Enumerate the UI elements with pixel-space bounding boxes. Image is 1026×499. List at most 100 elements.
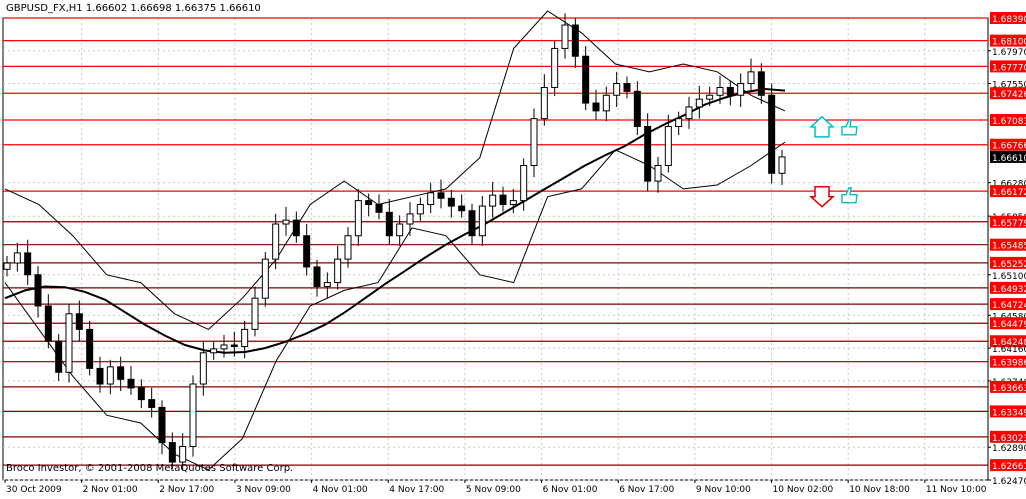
price-level-label-bg bbox=[990, 298, 1026, 311]
candle-body bbox=[55, 340, 63, 373]
candle-body bbox=[633, 90, 641, 127]
price-level-label: 1.64248 bbox=[992, 338, 1026, 348]
moving-average-line bbox=[4, 87, 786, 354]
candle-body bbox=[241, 328, 249, 348]
price-level-label-bg bbox=[990, 459, 1026, 472]
candle-body bbox=[137, 387, 145, 401]
arrow-up-icon bbox=[809, 115, 835, 138]
y-tick-label: 1.62470 bbox=[992, 477, 1026, 487]
x-tick-label: 30 Oct 2009 bbox=[6, 485, 62, 495]
plot-frame bbox=[2, 17, 989, 481]
candle-body bbox=[251, 297, 259, 330]
candle-body bbox=[509, 200, 517, 206]
price-level-label: 1.66172 bbox=[992, 188, 1026, 198]
price-level-label-bg bbox=[990, 12, 1026, 24]
price-level-label: 1.65252 bbox=[992, 260, 1026, 270]
candle-body bbox=[602, 94, 610, 112]
price-level-label: 1.64932 bbox=[992, 285, 1026, 295]
candle-body bbox=[323, 282, 331, 287]
candle-body bbox=[117, 366, 125, 380]
candle-body bbox=[468, 210, 476, 237]
price-level-label: 1.62661 bbox=[992, 462, 1026, 472]
x-tick-label: 4 Nov 17:00 bbox=[389, 485, 444, 495]
candle-body bbox=[706, 94, 714, 100]
x-tick-label: 6 Nov 01:00 bbox=[543, 485, 598, 495]
candle-body bbox=[716, 86, 724, 96]
current-price-label-bg bbox=[990, 150, 1026, 163]
arrow-down-icon bbox=[809, 185, 835, 208]
candle-body bbox=[179, 445, 187, 463]
price-level-label-bg bbox=[990, 335, 1026, 348]
candle-body bbox=[13, 252, 21, 264]
candle-body bbox=[272, 223, 280, 260]
price-level-label-bg bbox=[990, 281, 1026, 294]
candle-body bbox=[520, 164, 528, 202]
candle-body bbox=[303, 235, 311, 268]
candle-body bbox=[34, 274, 42, 307]
price-level-label: 1.64479 bbox=[992, 320, 1026, 330]
candle-body bbox=[458, 205, 466, 212]
candle-body bbox=[778, 156, 786, 174]
candle-body bbox=[437, 192, 445, 199]
price-level-label: 1.63023 bbox=[992, 434, 1026, 444]
price-level-label-bg bbox=[990, 317, 1026, 330]
price-level-label-bg bbox=[990, 87, 1026, 100]
candle-body bbox=[210, 348, 218, 354]
candle-body bbox=[75, 313, 83, 330]
candle-body bbox=[365, 200, 373, 206]
price-level-label: 1.66766 bbox=[992, 142, 1026, 152]
candle-body bbox=[168, 442, 176, 463]
candle-body bbox=[344, 235, 352, 260]
x-tick-label: 4 Nov 01:00 bbox=[313, 485, 368, 495]
candle-body bbox=[65, 313, 73, 373]
x-tick-label: 11 Nov 10:00 bbox=[926, 485, 987, 495]
candle-body bbox=[158, 406, 166, 444]
price-level-label: 1.68390 bbox=[992, 15, 1026, 25]
candle-body bbox=[354, 200, 362, 237]
price-level-label-bg bbox=[990, 113, 1026, 126]
candle-body bbox=[747, 71, 755, 85]
y-tick-label: 1.66280 bbox=[992, 180, 1026, 190]
y-tick-label: 1.62890 bbox=[992, 444, 1026, 454]
candle-body bbox=[540, 86, 548, 120]
x-tick-label: 9 Nov 10:00 bbox=[696, 485, 751, 495]
candle-body bbox=[282, 219, 290, 225]
candle-body bbox=[220, 344, 228, 350]
candle-body bbox=[148, 399, 156, 408]
candle-body bbox=[530, 118, 538, 166]
candle-body bbox=[292, 219, 300, 237]
candle-body bbox=[416, 204, 424, 215]
x-tick-label: 10 Nov 18:00 bbox=[849, 485, 910, 495]
candle-body bbox=[664, 125, 672, 166]
candle-body bbox=[737, 83, 745, 96]
price-level-label-bg bbox=[990, 138, 1026, 151]
candle-body bbox=[261, 258, 269, 299]
candle-body bbox=[86, 328, 94, 369]
price-level-label-bg bbox=[990, 380, 1026, 393]
candle-body bbox=[695, 98, 703, 108]
thumbs-up-icon bbox=[841, 187, 858, 204]
price-level-label-bg bbox=[990, 430, 1026, 443]
candle-body bbox=[44, 305, 52, 342]
candle-body bbox=[406, 213, 414, 225]
price-level-label-bg bbox=[990, 355, 1026, 368]
x-tick-label: 3 Nov 09:00 bbox=[236, 485, 291, 495]
candle-body bbox=[96, 367, 104, 385]
candle-body bbox=[571, 24, 579, 57]
copyright-text: Broco Investor, © 2001-2008 MetaQuotes S… bbox=[6, 463, 294, 474]
thumbs-up-icon bbox=[841, 119, 858, 136]
y-tick-label: 1.65100 bbox=[992, 272, 1026, 282]
price-level-label: 1.63986 bbox=[992, 359, 1026, 369]
price-level-label: 1.64724 bbox=[992, 301, 1026, 311]
candle-body bbox=[561, 24, 569, 49]
candle-body bbox=[499, 194, 507, 206]
y-tick-label: 1.67550 bbox=[992, 81, 1026, 91]
candle-body bbox=[396, 223, 404, 237]
price-level-label-bg bbox=[990, 185, 1026, 198]
y-tick-label: 1.67970 bbox=[992, 48, 1026, 58]
price-level-label: 1.65779 bbox=[992, 219, 1026, 229]
candle-body bbox=[375, 204, 383, 213]
price-level-label-bg bbox=[990, 215, 1026, 228]
